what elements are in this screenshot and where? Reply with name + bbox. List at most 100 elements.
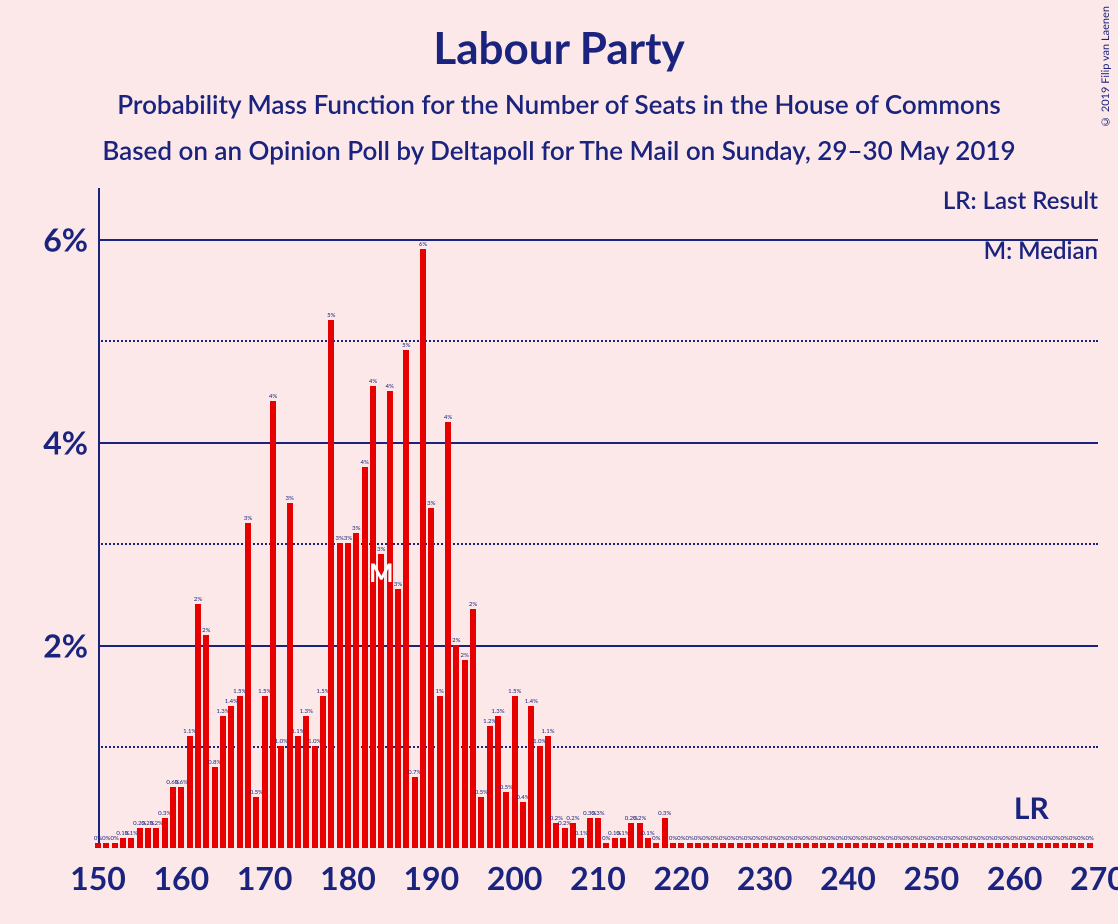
x-tick-label: 170 (237, 858, 293, 897)
bar-value-label: 1.3% (491, 708, 504, 715)
bar-value-label: 0% (677, 835, 685, 842)
bar-value-label: 0% (102, 835, 110, 842)
x-tick-label: 180 (320, 858, 376, 897)
bar-value-label: 0% (986, 835, 994, 842)
bar-value-label: 0% (94, 835, 102, 842)
bar-value-label: 1% (436, 688, 444, 695)
bar-value-label: 5% (327, 312, 335, 319)
bar-value-label: 4% (361, 459, 369, 466)
bar-value-label: 2% (452, 637, 460, 644)
gridline-solid (98, 442, 1098, 444)
chart-title: Labour Party (0, 0, 1118, 74)
median-marker: M (369, 556, 394, 588)
bar (1028, 843, 1034, 848)
bar-value-label: 0% (952, 835, 960, 842)
x-tick-label: 240 (820, 858, 876, 897)
bar (112, 843, 118, 848)
bar-value-label: 2% (469, 601, 477, 608)
bar (1037, 843, 1043, 848)
bar (395, 589, 401, 848)
bar (1070, 843, 1076, 848)
bar (312, 746, 318, 848)
bar (420, 249, 426, 848)
bar-value-label: 0% (786, 835, 794, 842)
legend-last-result: LR: Last Result (943, 186, 1098, 215)
bar (137, 828, 143, 848)
bar-value-label: 1.1% (541, 728, 554, 735)
y-tick-label: 6% (43, 219, 88, 258)
bar (528, 706, 534, 848)
y-axis (98, 188, 100, 848)
bar (295, 736, 301, 848)
bar (845, 843, 851, 848)
bar-value-label: 0% (1077, 835, 1085, 842)
bar (453, 645, 459, 848)
bar-value-label: 3% (244, 515, 252, 522)
bar (153, 828, 159, 848)
bar (170, 787, 176, 848)
bar (937, 843, 943, 848)
bar (678, 843, 684, 848)
bar (787, 843, 793, 848)
chart-plot-area: LR: Last Result M: Median 2%4%6%15016017… (98, 188, 1118, 848)
bar-value-label: 0% (1019, 835, 1027, 842)
bar-value-label: 6% (419, 241, 427, 248)
bar (562, 828, 568, 848)
bar-value-label: 3% (394, 581, 402, 588)
bar (537, 746, 543, 848)
bar-value-label: 0% (794, 835, 802, 842)
chart-subtitle-1: Probability Mass Function for the Number… (0, 74, 1118, 120)
bar (737, 843, 743, 848)
bar-value-label: 4% (269, 393, 277, 400)
bar (412, 777, 418, 848)
bar (745, 843, 751, 848)
bar-value-label: 0% (911, 835, 919, 842)
x-tick-label: 250 (903, 858, 959, 897)
bar (803, 843, 809, 848)
bar-value-label: 0.2% (566, 815, 579, 822)
bar (837, 843, 843, 848)
x-tick-label: 220 (653, 858, 709, 897)
bar (895, 843, 901, 848)
bar (237, 696, 243, 848)
bar (362, 467, 368, 848)
bar-value-label: 0% (1086, 835, 1094, 842)
bar (287, 503, 293, 848)
bar-value-label: 0.3% (591, 810, 604, 817)
bar (487, 726, 493, 848)
bar (945, 843, 951, 848)
bar-value-label: 0% (994, 835, 1002, 842)
bar-value-label: 0% (1002, 835, 1010, 842)
bar-value-label: 0% (669, 835, 677, 842)
bar (987, 843, 993, 848)
bar-value-label: 0% (652, 835, 660, 842)
bar (195, 604, 201, 848)
bar-value-label: 3% (336, 535, 344, 542)
bar-value-label: 0% (852, 835, 860, 842)
bar (970, 843, 976, 848)
x-tick-label: 160 (153, 858, 209, 897)
bar (345, 543, 351, 848)
bar (653, 843, 659, 848)
bar (995, 843, 1001, 848)
bar (728, 843, 734, 848)
bar-value-label: 0.2% (633, 815, 646, 822)
bar (1003, 843, 1009, 848)
bar (337, 543, 343, 848)
bar (912, 843, 918, 848)
x-tick-label: 200 (487, 858, 543, 897)
bar-value-label: 3% (344, 535, 352, 542)
bar (870, 843, 876, 848)
bar (103, 843, 109, 848)
bar-value-label: 3% (427, 500, 435, 507)
bar (278, 746, 284, 848)
bar (820, 843, 826, 848)
bar (178, 787, 184, 848)
bar (720, 843, 726, 848)
bar (387, 391, 393, 848)
bar (828, 843, 834, 848)
bar (903, 843, 909, 848)
bar-value-label: 0% (711, 835, 719, 842)
bar-value-label: 2% (194, 596, 202, 603)
bar-value-label: 0% (719, 835, 727, 842)
